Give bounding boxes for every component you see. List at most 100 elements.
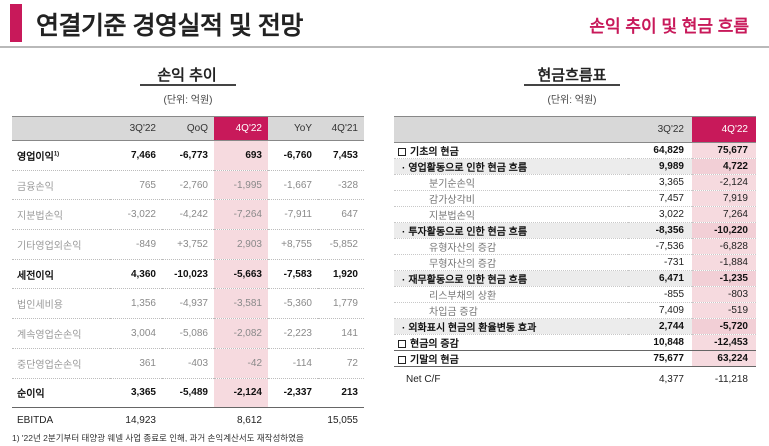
row-label-text: 기초의 현금: [410, 147, 459, 158]
row-label-text: 투자활동으로 인한 현금 흐름: [408, 227, 528, 238]
table-row: · 투자활동으로 인한 현금 흐름 -8,356 -10,220: [394, 222, 756, 239]
pl-section-title: 손익 추이: [157, 67, 217, 84]
cf-header-row: 3Q'22 4Q'22: [394, 116, 756, 143]
cell: -328: [318, 170, 364, 201]
row-label: 법인세비용: [12, 288, 110, 320]
cell: 14,923: [125, 415, 156, 427]
pl-col-header: YoY: [268, 116, 318, 141]
cell: 4,377: [658, 374, 684, 386]
cell: -114: [268, 348, 318, 379]
table-row: 유형자산의 증감 -7,536 -6,828: [394, 238, 756, 255]
row-label: EBITDA: [17, 415, 54, 427]
bullet-dot-icon: ·: [402, 227, 406, 238]
cf-table: 3Q'22 4Q'22 기초의 현금 64,829 75,677 · 영업활동으로…: [394, 116, 756, 393]
row-label: 중단영업순손익: [12, 348, 110, 379]
row-label: 리스부채의 상환: [394, 286, 628, 303]
cell: -2,223: [268, 318, 318, 349]
cell-highlight: 63,224: [692, 350, 756, 367]
cell: 64,829: [628, 142, 692, 159]
cell: 3,004: [110, 318, 162, 349]
cell-highlight: -3,581: [214, 288, 268, 320]
table-row: 무형자산의 증감 -731 -1,884: [394, 254, 756, 271]
row-label: · 영업활동으로 인한 현금 흐름: [394, 158, 628, 175]
cell: 10,848: [628, 334, 692, 351]
page-title: 연결기준 경영실적 및 전망: [36, 12, 303, 40]
pl-unit-label: (단위: 억원): [163, 95, 213, 106]
cell: [268, 408, 318, 434]
row-label: 세전이익: [12, 259, 110, 290]
cell: 765: [110, 170, 162, 201]
cf-unit-label: (단위: 억원): [547, 95, 597, 106]
cell: -7,911: [268, 199, 318, 231]
cell-highlight: -2,082: [214, 318, 268, 349]
row-label: 지분법손익: [12, 199, 110, 231]
table-row: 금융손익 765 -2,760 -1,995 -1,667 -328: [12, 170, 364, 201]
cell-highlight: -42: [214, 348, 268, 379]
table-row: 차입금 증감 7,409 -519: [394, 302, 756, 319]
cell: -1,667: [268, 170, 318, 201]
cell: -4,937: [162, 288, 214, 320]
row-label: · 외화표시 현금의 환율변동 효과: [394, 318, 628, 335]
cell-highlight: -5,663: [214, 259, 268, 290]
row-label-text: 영업이익: [17, 151, 54, 163]
table-row: 계속영업순손익 3,004 -5,086 -2,082 -2,223 141: [12, 318, 364, 349]
cell: 2,744: [628, 318, 692, 335]
row-label: 영업이익1): [12, 140, 110, 171]
table-row: 지분법손익 -3,022 -4,242 -7,264 -7,911 647: [12, 199, 364, 231]
pl-col-header: 3Q'22: [110, 116, 162, 141]
cell: -5,489: [162, 378, 214, 409]
row-label-text: 재무활동으로 인한 현금 흐름: [408, 275, 528, 286]
table-row: 영업이익1) 7,466 -6,773 693 -6,760 7,453: [12, 140, 364, 171]
cell-highlight: -10,220: [692, 222, 756, 239]
table-row: 세전이익 4,360 -10,023 -5,663 -7,583 1,920: [12, 259, 364, 290]
cell: -6,760: [268, 140, 318, 171]
cf-col-header: 3Q'22: [628, 116, 692, 143]
cell: -5,360: [268, 288, 318, 320]
cell: 361: [110, 348, 162, 379]
row-label: 기타영업외손익: [12, 229, 110, 260]
cell: -3,022: [110, 199, 162, 231]
cell: +8,755: [268, 229, 318, 260]
table-row: · 영업활동으로 인한 현금 흐름 9,989 4,722: [394, 158, 756, 175]
cell: 7,457: [628, 190, 692, 207]
cell: 8,612: [236, 415, 262, 427]
cell: 7,409: [628, 302, 692, 319]
cell: -5,852: [318, 229, 364, 260]
row-label: 기말의 현금: [394, 350, 628, 367]
cell: +3,752: [162, 229, 214, 260]
cell-highlight: 7,264: [692, 206, 756, 223]
cell: 1,920: [318, 259, 364, 290]
pl-col-header: 4Q'21: [318, 116, 364, 141]
cell-highlight: -1,995: [214, 170, 268, 201]
table-row: 리스부채의 상환 -855 -803: [394, 286, 756, 303]
cell: 15,055: [327, 415, 358, 427]
cell: -5,086: [162, 318, 214, 349]
table-row: 현금의 증감 10,848 -12,453: [394, 334, 756, 351]
cell: -7,536: [628, 238, 692, 255]
cell: -2,337: [268, 378, 318, 409]
cf-col-header: [394, 116, 628, 143]
bullet-dot-icon: ·: [402, 323, 406, 334]
cell: -403: [162, 348, 214, 379]
cell: -11,218: [714, 374, 748, 386]
cell-highlight: 75,677: [692, 142, 756, 159]
row-label: 기초의 현금: [394, 142, 628, 159]
cell: -855: [628, 286, 692, 303]
row-label: 분기순손익: [394, 174, 628, 191]
row-label: 순이익: [12, 378, 110, 409]
table-row: 법인세비용 1,356 -4,937 -3,581 -5,360 1,779: [12, 288, 364, 320]
cell: 647: [318, 199, 364, 231]
cell: 1,779: [318, 288, 364, 320]
cell: -731: [628, 254, 692, 271]
row-label-text: 기말의 현금: [410, 355, 459, 366]
bullet-dot-icon: ·: [402, 275, 406, 286]
table-row: · 외화표시 현금의 환율변동 효과 2,744 -5,720: [394, 318, 756, 335]
pl-title-underline: [140, 84, 236, 86]
row-label: Net C/F: [406, 374, 441, 386]
checkbox-square-icon: [398, 148, 406, 156]
pl-col-header-highlight: 4Q'22: [214, 116, 268, 141]
row-label-text: 현금의 증감: [410, 339, 459, 350]
cell: 7,466: [110, 140, 162, 171]
footnote-marker: 1): [53, 151, 60, 158]
cell: -6,773: [162, 140, 214, 171]
